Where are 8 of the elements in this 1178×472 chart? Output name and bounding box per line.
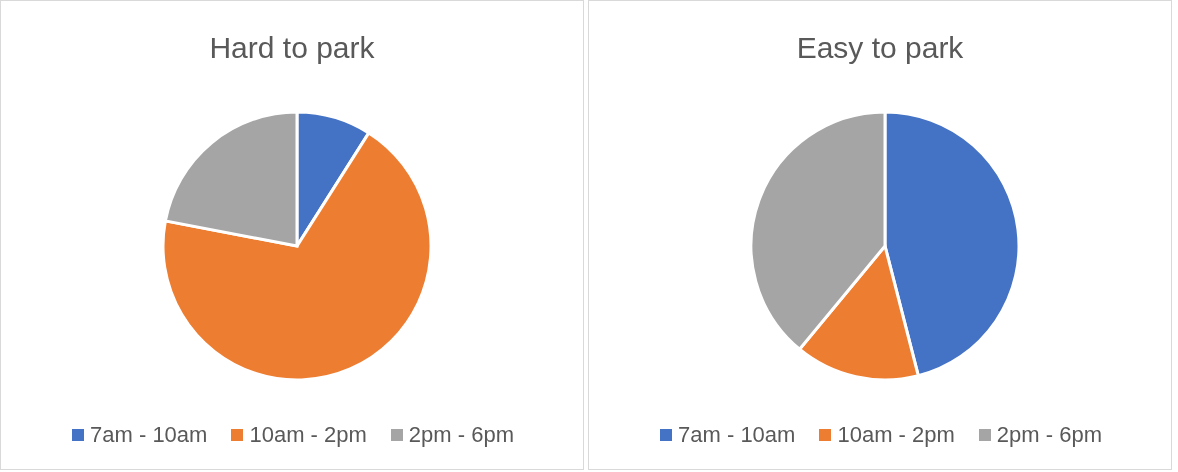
legend-label: 10am - 2pm <box>837 422 955 448</box>
chart-title: Easy to park <box>795 31 965 65</box>
chart-title: Hard to park <box>208 31 376 65</box>
legend-label: 7am - 10am <box>90 422 208 448</box>
legend-label: 2pm - 6pm <box>996 422 1102 448</box>
legend-label: 7am - 10am <box>678 422 796 448</box>
legend-label: 10am - 2pm <box>249 422 367 448</box>
legend-label: 2pm - 6pm <box>408 422 514 448</box>
